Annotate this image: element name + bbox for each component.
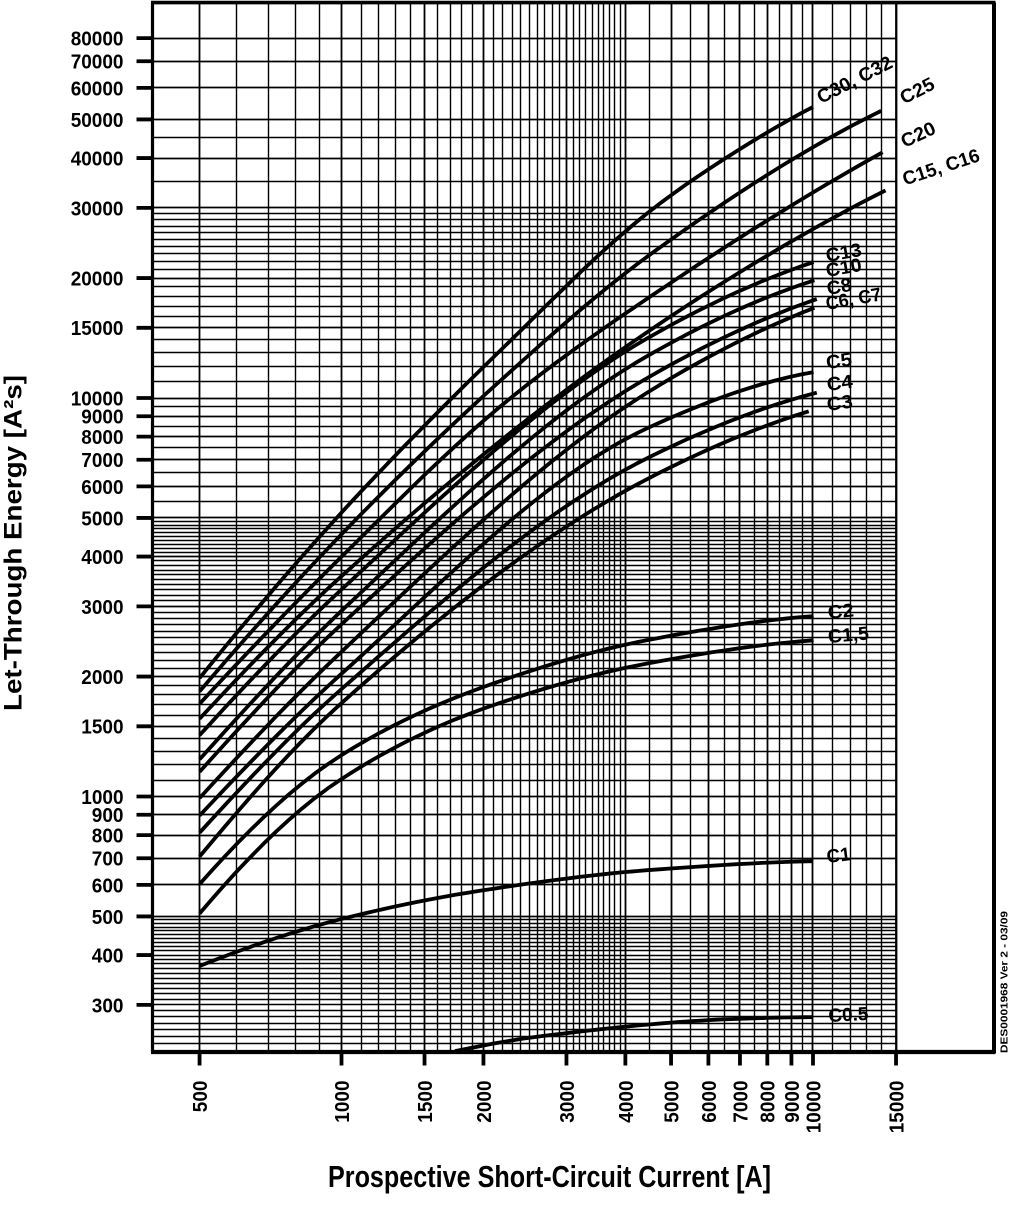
svg-text:700: 700: [92, 848, 124, 871]
svg-text:9000: 9000: [81, 406, 123, 429]
svg-text:10000: 10000: [71, 387, 124, 410]
svg-text:50000: 50000: [71, 109, 124, 132]
svg-text:7000: 7000: [729, 1081, 752, 1123]
svg-text:5000: 5000: [660, 1081, 683, 1123]
svg-text:6000: 6000: [81, 476, 123, 499]
svg-text:5000: 5000: [81, 507, 123, 530]
svg-text:10000: 10000: [802, 1081, 825, 1134]
svg-text:60000: 60000: [71, 77, 124, 100]
svg-text:4000: 4000: [615, 1081, 638, 1123]
svg-text:1000: 1000: [81, 786, 123, 809]
svg-text:500: 500: [189, 1081, 212, 1113]
svg-text:C4: C4: [825, 371, 854, 395]
svg-text:600: 600: [92, 874, 124, 897]
svg-text:9000: 9000: [781, 1081, 804, 1123]
svg-text:3000: 3000: [81, 596, 123, 619]
svg-text:8000: 8000: [81, 426, 123, 449]
svg-text:800: 800: [92, 825, 124, 848]
svg-text:15000: 15000: [885, 1081, 908, 1134]
svg-text:1500: 1500: [81, 716, 123, 739]
svg-text:C1,5: C1,5: [827, 623, 870, 648]
svg-text:20000: 20000: [71, 267, 124, 290]
svg-text:3000: 3000: [556, 1081, 579, 1123]
svg-text:C2: C2: [827, 600, 855, 624]
svg-text:C3: C3: [825, 392, 854, 416]
svg-text:4000: 4000: [81, 546, 123, 569]
svg-text:1000: 1000: [331, 1081, 354, 1123]
svg-text:C0.5: C0.5: [828, 1004, 869, 1027]
svg-text:Prospective Short-Circuit Curr: Prospective Short-Circuit Current [A]: [328, 1159, 771, 1194]
svg-text:70000: 70000: [71, 51, 124, 74]
svg-text:C8: C8: [825, 275, 853, 300]
svg-text:300: 300: [92, 994, 124, 1017]
svg-text:C5: C5: [825, 349, 854, 373]
svg-text:2000: 2000: [81, 666, 123, 689]
svg-text:DES0001968 Ver 2 - 03/09: DES0001968 Ver 2 - 03/09: [999, 911, 1011, 1053]
svg-text:500: 500: [92, 906, 124, 929]
svg-text:2000: 2000: [473, 1081, 496, 1123]
svg-text:900: 900: [92, 804, 124, 827]
svg-text:1500: 1500: [414, 1081, 437, 1123]
svg-text:6000: 6000: [698, 1081, 721, 1123]
svg-text:15000: 15000: [71, 317, 124, 340]
svg-text:8000: 8000: [757, 1081, 780, 1123]
svg-text:400: 400: [92, 944, 124, 967]
svg-text:30000: 30000: [71, 197, 124, 220]
svg-text:C1: C1: [825, 844, 852, 868]
svg-text:7000: 7000: [81, 449, 123, 472]
svg-text:Let-Through Energy [A²s]: Let-Through Energy [A²s]: [0, 375, 28, 711]
svg-text:40000: 40000: [71, 147, 124, 170]
svg-text:80000: 80000: [71, 28, 124, 51]
